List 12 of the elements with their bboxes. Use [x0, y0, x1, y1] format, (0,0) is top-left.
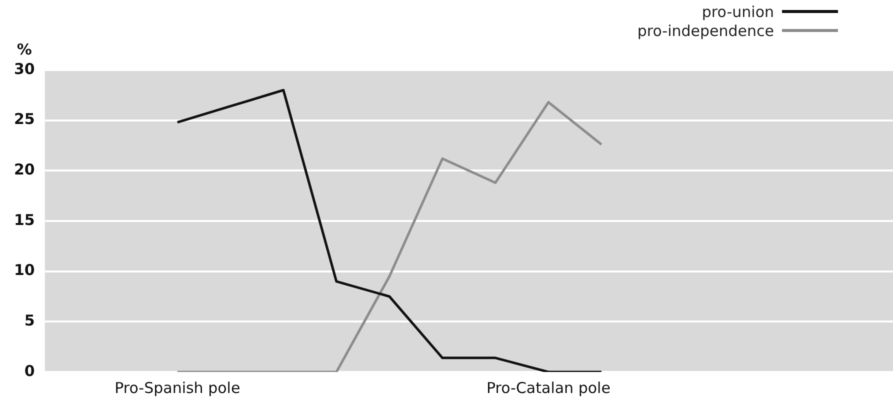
y-tick-label: 25 [14, 110, 35, 128]
y-tick-label: 30 [14, 60, 35, 78]
x-tick-label: Pro-Catalan pole [486, 378, 610, 397]
y-tick-label: 15 [14, 210, 35, 229]
legend-label: pro-independence [637, 22, 774, 40]
y-tick-label: 10 [14, 261, 35, 280]
y-tick-label: 0 [24, 362, 35, 380]
y-axis-title: % [16, 40, 32, 58]
y-tick-label: 20 [14, 160, 35, 179]
y-tick-label: 5 [24, 312, 35, 330]
x-tick-label: Pro-Spanish pole [114, 378, 240, 397]
legend-label: pro-union [702, 2, 774, 20]
